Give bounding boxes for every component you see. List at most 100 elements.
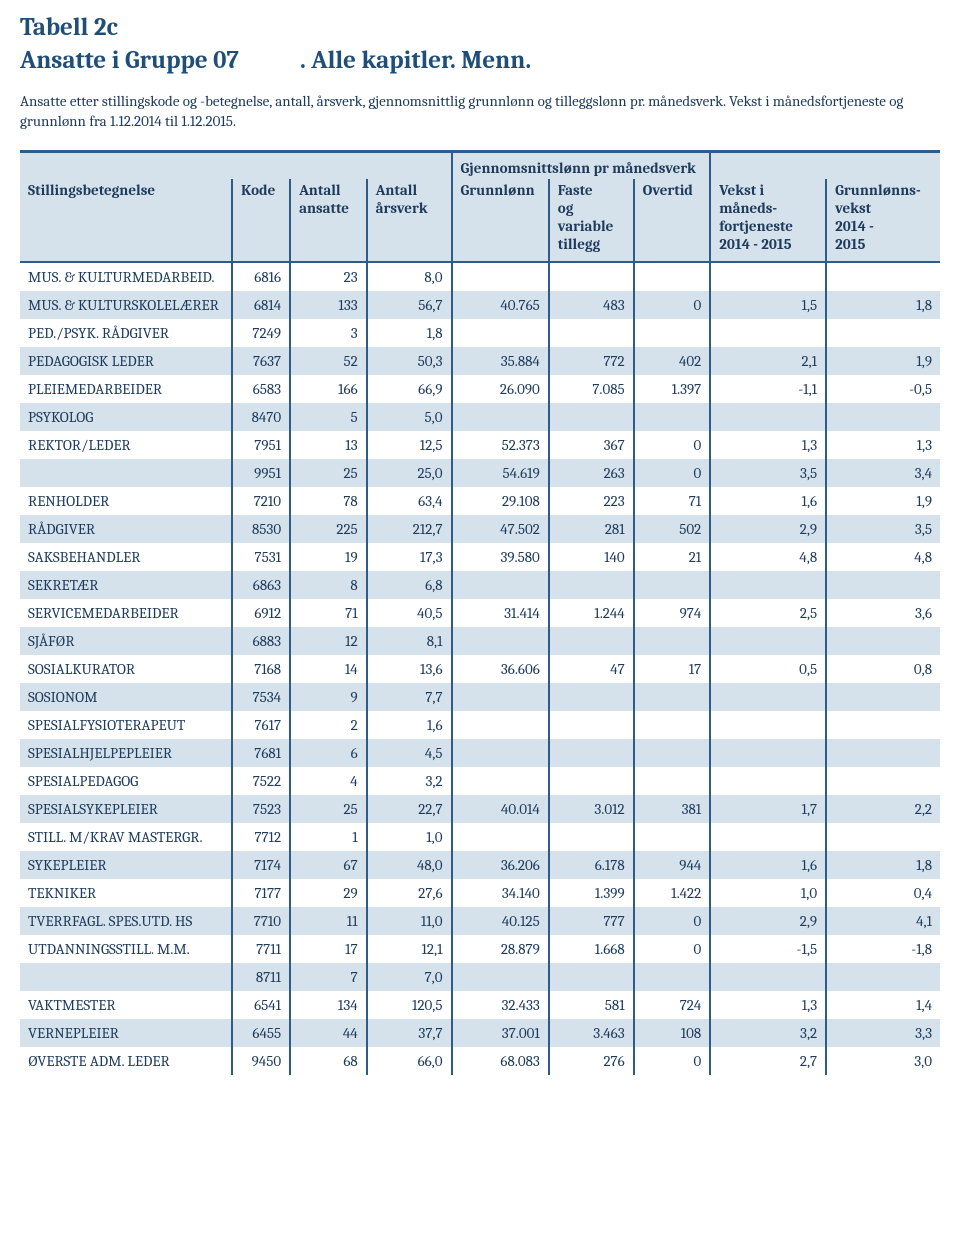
table-row: STILL. M/KRAV MASTERGR.771211,0 <box>20 823 940 851</box>
table-cell: 276 <box>549 1047 634 1075</box>
table-row: SERVICEMEDARBEIDER69127140,531.4141.2449… <box>20 599 940 627</box>
table-cell: 212,7 <box>367 515 452 543</box>
table-cell: 8470 <box>232 403 290 431</box>
title-group: Ansatte i Gruppe 07 <box>20 45 300 78</box>
table-cell: 12,5 <box>367 431 452 459</box>
table-cell <box>826 627 940 655</box>
table-cell: 0 <box>634 1047 711 1075</box>
table-cell <box>549 262 634 291</box>
table-cell: 11,0 <box>367 907 452 935</box>
table-cell: 40.125 <box>452 907 549 935</box>
table-cell <box>710 683 826 711</box>
table-row: SOSIONOM753497,7 <box>20 683 940 711</box>
table-cell: 7,7 <box>367 683 452 711</box>
table-cell: 17 <box>634 655 711 683</box>
table-cell: 7168 <box>232 655 290 683</box>
table-cell: VAKTMESTER <box>20 991 232 1019</box>
table-cell <box>826 403 940 431</box>
table-cell <box>826 319 940 347</box>
table-cell: 8 <box>290 571 367 599</box>
table-cell: 17,3 <box>367 543 452 571</box>
table-cell <box>20 459 232 487</box>
table-cell <box>710 767 826 795</box>
table-cell <box>20 963 232 991</box>
table-cell: 21 <box>634 543 711 571</box>
table-row: VAKTMESTER6541134120,532.4335817241,31,4 <box>20 991 940 1019</box>
table-cell <box>452 963 549 991</box>
table-cell <box>710 963 826 991</box>
table-cell <box>549 571 634 599</box>
title-block: Tabell 2c Ansatte i Gruppe 07. Alle kapi… <box>20 12 940 77</box>
table-cell <box>826 711 940 739</box>
table-cell: 1,3 <box>710 991 826 1019</box>
table-cell: 483 <box>549 291 634 319</box>
table-cell: 8530 <box>232 515 290 543</box>
table-cell <box>549 627 634 655</box>
table-cell: 367 <box>549 431 634 459</box>
table-cell: 56,7 <box>367 291 452 319</box>
table-cell: SOSIALKURATOR <box>20 655 232 683</box>
table-cell <box>549 711 634 739</box>
data-table: Gjennomsnittslønn pr månedsverk Stilling… <box>20 150 940 1075</box>
table-cell: 281 <box>549 515 634 543</box>
table-cell: 3,4 <box>826 459 940 487</box>
table-cell: 777 <box>549 907 634 935</box>
table-cell <box>710 319 826 347</box>
header-overtid: Overtid <box>634 179 711 262</box>
table-cell: 3,2 <box>367 767 452 795</box>
table-cell <box>549 683 634 711</box>
header-stilling: Stillingsbetegnelse <box>20 179 232 262</box>
table-cell: 25 <box>290 795 367 823</box>
table-cell: 4,5 <box>367 739 452 767</box>
table-cell: 2,9 <box>710 907 826 935</box>
table-cell: 6,8 <box>367 571 452 599</box>
table-cell: 1,8 <box>826 291 940 319</box>
table-cell <box>710 262 826 291</box>
table-cell: 1,5 <box>710 291 826 319</box>
table-cell: 1,8 <box>367 319 452 347</box>
table-cell: TVERRFAGL. SPES.UTD. HS <box>20 907 232 935</box>
table-cell: 1,4 <box>826 991 940 1019</box>
table-cell: 7637 <box>232 347 290 375</box>
table-cell: 402 <box>634 347 711 375</box>
table-cell: 29 <box>290 879 367 907</box>
table-cell: VERNEPLEIER <box>20 1019 232 1047</box>
table-row: PLEIEMEDARBEIDER658316666,926.0907.0851.… <box>20 375 940 403</box>
table-cell: 6863 <box>232 571 290 599</box>
table-cell: 52 <box>290 347 367 375</box>
table-cell: 6883 <box>232 627 290 655</box>
table-cell <box>549 319 634 347</box>
table-cell: 0 <box>634 935 711 963</box>
table-cell <box>452 683 549 711</box>
table-cell: 32.433 <box>452 991 549 1019</box>
table-cell <box>826 767 940 795</box>
table-row: MUS. & KULTURSKOLELÆRER681413356,740.765… <box>20 291 940 319</box>
table-row: ØVERSTE ADM. LEDER94506866,068.08327602,… <box>20 1047 940 1075</box>
table-cell: 1,3 <box>826 431 940 459</box>
header-faste: Faste og variable tillegg <box>549 179 634 262</box>
table-cell: SJÅFØR <box>20 627 232 655</box>
table-cell: 5 <box>290 403 367 431</box>
table-cell: 6912 <box>232 599 290 627</box>
table-cell: 12,1 <box>367 935 452 963</box>
table-cell: 66,0 <box>367 1047 452 1075</box>
table-row: TEKNIKER71772927,634.1401.3991.4221,00,4 <box>20 879 940 907</box>
table-cell: 381 <box>634 795 711 823</box>
table-cell: 7710 <box>232 907 290 935</box>
table-cell: 7523 <box>232 795 290 823</box>
table-cell: 0 <box>634 459 711 487</box>
table-cell: 0 <box>634 431 711 459</box>
table-cell: 68 <box>290 1047 367 1075</box>
table-cell: RÅDGIVER <box>20 515 232 543</box>
table-cell: 2 <box>290 711 367 739</box>
table-cell <box>826 571 940 599</box>
table-cell: PLEIEMEDARBEIDER <box>20 375 232 403</box>
table-cell: 6814 <box>232 291 290 319</box>
table-cell: 7522 <box>232 767 290 795</box>
table-row: SAKSBEHANDLER75311917,339.580140214,84,8 <box>20 543 940 571</box>
description-text: Ansatte etter stillingskode og -betegnel… <box>20 91 940 132</box>
table-cell: 1,6 <box>710 487 826 515</box>
title-line2: Ansatte i Gruppe 07. Alle kapitler. Menn… <box>20 45 940 78</box>
table-cell <box>826 823 940 851</box>
table-cell: 3,0 <box>826 1047 940 1075</box>
